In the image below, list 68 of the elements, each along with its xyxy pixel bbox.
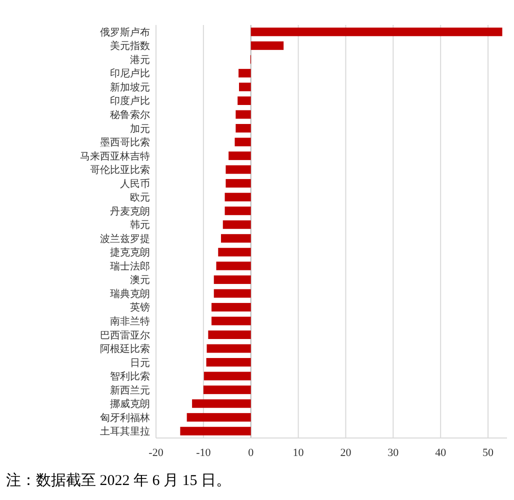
text: 注：数据截至 2022 年 6 月 15 日。 (6, 472, 231, 489)
bar (239, 82, 251, 92)
y-tick-label: 哥伦比亚比索 (90, 164, 150, 176)
y-tick-label: 捷克克朗 (110, 246, 150, 259)
y-tick-label: 澳元 (130, 274, 150, 286)
y-tick-label: 加元 (130, 122, 150, 135)
bar (224, 192, 251, 202)
bar (226, 179, 251, 188)
bar (214, 275, 251, 284)
y-tick-label: 秘鲁索尔 (110, 108, 150, 121)
bar (208, 330, 251, 340)
y-tick-label: 韩元 (130, 219, 150, 232)
y-tick-label: 港元 (130, 54, 150, 66)
y-tick-label: 波兰兹罗提 (100, 232, 150, 245)
bar (220, 234, 251, 243)
y-tick-label: 日元 (130, 358, 150, 369)
y-tick-label: 巴西雷亚尔 (100, 329, 150, 342)
bar (214, 289, 251, 298)
y-tick-label: 欧元 (130, 192, 150, 204)
bar (206, 358, 251, 367)
y-tick-label: 美元指数 (110, 40, 150, 52)
bar (236, 110, 251, 119)
x-tick-label: 20 (340, 447, 352, 459)
bar (238, 68, 251, 78)
bar (222, 220, 251, 229)
bar (250, 41, 284, 50)
bar (211, 316, 251, 326)
y-tick-label: 智利比索 (110, 370, 150, 383)
x-tick-label: -20 (148, 447, 164, 459)
bar (218, 248, 251, 256)
x-tick-label: 40 (435, 447, 447, 459)
bar (216, 262, 251, 270)
y-tick-label: 阿根廷比索 (100, 343, 150, 356)
y-tick-label: 挪威克朗 (110, 398, 150, 410)
y-tick-label: 南非兰特 (110, 315, 150, 328)
y-tick-label: 新加坡元 (110, 81, 150, 94)
bar (226, 165, 251, 174)
bar (180, 426, 251, 436)
y-tick-label: 瑞士法郎 (110, 260, 150, 272)
bar (211, 302, 251, 312)
bar (228, 152, 251, 160)
y-tick-label: 瑞典克朗 (110, 288, 150, 300)
bar (250, 28, 502, 36)
bar (203, 386, 251, 394)
y-tick-label: 匈牙利福林 (100, 412, 150, 424)
y-tick-label: 人民币 (120, 178, 150, 190)
bar (204, 372, 251, 380)
y-tick-label: 俄罗斯卢布 (100, 26, 150, 38)
bar (234, 138, 251, 146)
y-tick-label: 印尼卢比 (110, 68, 150, 80)
bar (206, 344, 251, 353)
y-tick-label: 新西兰元 (110, 384, 150, 396)
x-tick-label: 50 (482, 447, 494, 459)
y-tick-label: 英镑 (130, 302, 150, 314)
bar (186, 413, 251, 422)
y-tick-label: 丹麦克朗 (110, 205, 150, 218)
y-tick-label: 墨西哥比索 (100, 136, 150, 149)
bar (236, 124, 251, 133)
x-tick-label: -10 (196, 447, 212, 459)
x-tick-label: 30 (388, 447, 400, 459)
bar (238, 96, 251, 105)
x-tick-label: 10 (292, 447, 304, 459)
x-tick-label: 0 (248, 447, 254, 459)
y-tick-label: 土耳其里拉 (100, 426, 150, 438)
y-tick-label: 马来西亚林吉特 (80, 150, 150, 162)
y-tick-label: 印度卢比 (110, 95, 150, 108)
bar (192, 399, 251, 408)
bar (224, 206, 251, 216)
